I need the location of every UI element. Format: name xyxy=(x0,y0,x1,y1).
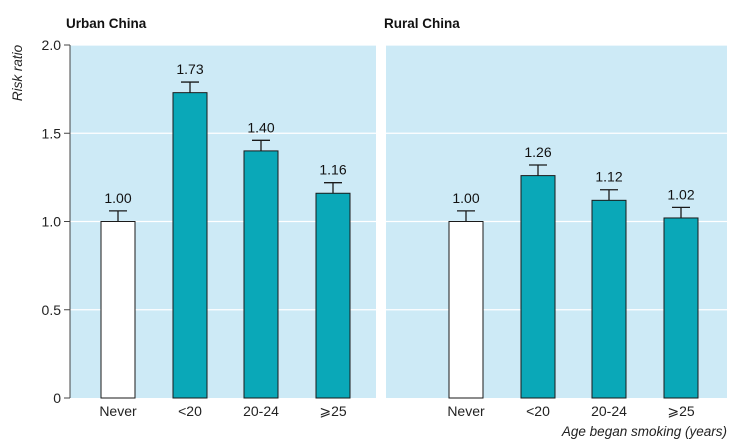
bar-value-label: 1.40 xyxy=(247,119,274,135)
error-bar xyxy=(672,206,690,218)
category-label: <20 xyxy=(526,403,550,419)
bar xyxy=(100,221,136,399)
category-label: ⩾25 xyxy=(667,403,695,419)
x-axis-title: Age began smoking (years) xyxy=(561,424,727,439)
bar-value-label: 1.73 xyxy=(176,61,203,77)
bar-value-label: 1.00 xyxy=(452,190,479,206)
y-tick-label: 1.0 xyxy=(42,214,62,230)
bar xyxy=(520,175,556,399)
panel-title-urban: Urban China xyxy=(66,16,147,31)
panel-urban: 1.00 Never 1.73 <20 1.40 20-24 1.16 ⩾25 Urban C… xyxy=(66,16,376,419)
y-tick-label: 2.0 xyxy=(42,37,62,53)
error-bar xyxy=(529,164,547,176)
bar xyxy=(448,221,484,399)
bar-value-label: 1.12 xyxy=(595,169,622,185)
error-bar xyxy=(324,182,342,194)
bars-rural: 1.00 Never 1.26 <20 1.12 20-24 1.02 ⩾25 xyxy=(447,144,699,419)
category-label: 20-24 xyxy=(591,403,627,419)
error-bar xyxy=(181,81,199,93)
bar xyxy=(315,192,351,399)
error-bar xyxy=(600,189,618,201)
bar-value-label: 1.00 xyxy=(104,190,131,206)
error-bar xyxy=(109,210,127,222)
bar xyxy=(243,150,279,399)
error-bar xyxy=(252,139,270,151)
panel-rural: 1.00 Never 1.26 <20 1.12 20-24 1.02 ⩾25 Rural C… xyxy=(384,16,727,419)
bar xyxy=(591,199,627,399)
category-label: Never xyxy=(447,403,485,419)
category-label: Never xyxy=(99,403,137,419)
y-axis-title: Risk ratio xyxy=(10,44,25,101)
bar-value-label: 1.26 xyxy=(524,144,551,160)
error-bar xyxy=(457,210,475,222)
bar-value-label: 1.02 xyxy=(667,186,694,202)
bar xyxy=(172,92,208,399)
y-tick-label: 0 xyxy=(53,390,61,406)
category-label: ⩾25 xyxy=(319,403,347,419)
y-tick-label: 1.5 xyxy=(42,125,62,141)
bar xyxy=(663,217,699,399)
y-tick-label: 0.5 xyxy=(42,302,62,318)
category-label: <20 xyxy=(178,403,202,419)
y-axis: 0 0.5 1.0 1.5 2.0 xyxy=(42,37,71,406)
bar-value-label: 1.16 xyxy=(319,162,346,178)
category-label: 20-24 xyxy=(243,403,279,419)
bars-urban: 1.00 Never 1.73 <20 1.40 20-24 1.16 ⩾25 xyxy=(99,61,351,419)
panel-title-rural: Rural China xyxy=(384,16,460,31)
